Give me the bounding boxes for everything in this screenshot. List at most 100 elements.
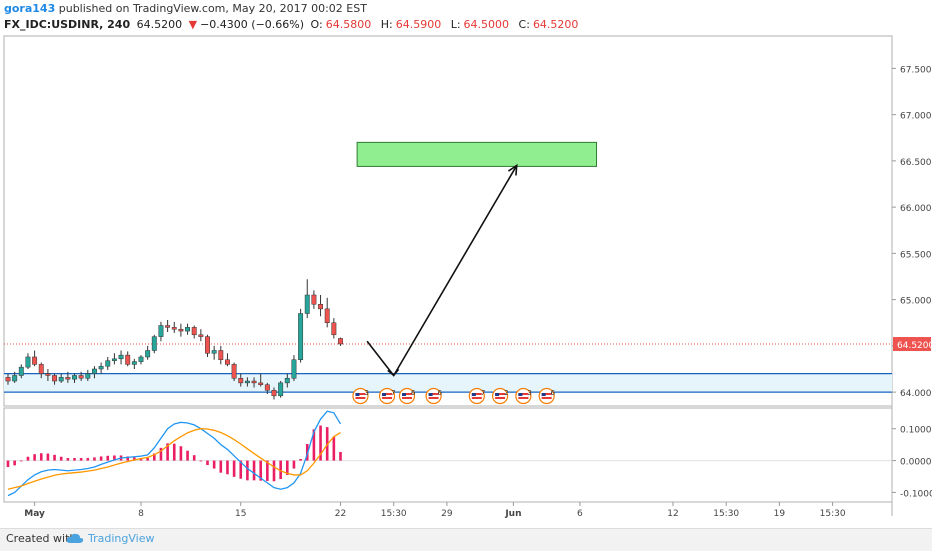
candle-body [304,294,310,314]
symbol-info-bar: FX_IDC:USDINR, 240 64.5200 ▼ −0.4300 (−0.… [4,18,584,31]
candle-body [271,390,277,397]
flag-stripe-white [541,395,552,397]
chart-area[interactable]: 67.5000 67.0000 66.5000 66.0000 65.5000 65.00… [0,0,932,528]
macd-histogram-bar [226,460,229,475]
macd-histogram-bar [339,451,342,461]
arrow-corner [387,369,400,377]
candle-body [291,359,297,379]
macd-histogram-bar [292,460,296,469]
high-number: 64.5900 [395,18,442,31]
change-down-icon: ▼ [188,18,198,31]
macd-histogram-bar [332,436,336,461]
candle-body [98,365,104,370]
candle [18,364,24,379]
candle-body [225,359,230,365]
candle-body [131,361,137,365]
support-zone [4,373,892,393]
flag-stripe-white [355,395,366,397]
candle-body [111,358,117,361]
candle [271,387,277,400]
time-tick-label: 12 [667,509,678,519]
candle-body [278,382,284,397]
high-value: H: 64.5900 [381,18,444,31]
candle-body [32,356,38,365]
candle [185,323,191,335]
candle [58,373,64,383]
macd-histogram-bar [179,446,183,461]
candle-body [171,327,177,330]
macd-histogram-bar [66,458,70,461]
price-tick-label: 65.0000 [900,297,932,307]
candle-body [85,373,91,379]
macd-histogram-bar [79,458,83,461]
signal-line [7,428,341,490]
event-count-label: 3 [364,389,368,397]
candle-body [284,378,290,384]
candle-body [238,378,244,384]
price-tick-label: 66.5000 [900,158,932,168]
candle-body [324,308,330,323]
candle-body [52,375,57,382]
candle [324,297,330,328]
flag-stripe-white [495,395,506,397]
candle-body [185,327,191,332]
publish-info: gora143 published on TradingView.com, Ma… [4,2,367,15]
macd-histogram-bar [172,443,176,461]
macd-histogram-bar [279,460,282,480]
macd-histogram-bar [219,460,223,473]
macd-histogram-bar [186,450,189,461]
candle-body [218,350,224,360]
candle [111,353,117,365]
macd-histogram-bar [312,429,316,461]
candle [52,373,57,385]
candle [171,321,177,333]
event-count-label: 3 [527,389,531,397]
flag-canton [541,393,546,396]
macd-histogram-bar [99,456,103,461]
symbol-label[interactable]: FX_IDC:USDINR, 240 [4,18,131,31]
time-tick-label: 29 [441,509,453,519]
last-price: 64.5200 [136,18,183,31]
macd-line [7,410,342,497]
candle-body [165,325,171,328]
time-tick-label: 15:30 [713,509,739,519]
flag-canton [402,393,406,396]
candle-body [125,354,131,365]
macd-tick-label: 0.0000 [900,458,932,468]
candle-body [45,373,51,376]
created-with-text: Created with [6,532,77,545]
candle-body [72,375,77,380]
time-tick-label: 15:30 [820,509,846,519]
candle [92,366,97,379]
macd-histogram-bar [13,460,16,466]
macd-histogram-bar [232,460,236,477]
macd-histogram-bar [53,454,56,461]
candle [251,377,257,388]
low-label: L: [450,18,461,31]
macd-histogram-bar [93,457,96,461]
candle-body [331,322,337,336]
macd-histogram-bar [259,460,262,481]
economic-event-flag-icon: 7 [468,387,485,405]
macd-pane [3,407,893,503]
author-link[interactable]: gora143 [4,2,56,15]
last-price-label-bg [893,337,931,352]
close-value: C: 64.5200 [519,18,582,31]
candle-body [258,382,264,385]
macd-histogram-bar [319,425,322,461]
macd-histogram-bar [113,455,116,461]
macd-histogram-bar [206,460,209,466]
macd-histogram-bar [266,460,269,481]
candle-body [178,328,184,332]
economic-event-flag-icon: 7 [378,387,396,405]
candle [338,337,343,346]
candle-body [244,380,250,384]
tradingview-brand-link[interactable]: TradingView [88,532,155,545]
candle-body [138,356,144,362]
candle-body [105,360,111,367]
macd-histogram-bar [126,456,129,461]
candle [231,362,237,382]
flag-stripe-white [382,395,393,397]
candle [291,355,297,382]
candle [118,350,124,365]
